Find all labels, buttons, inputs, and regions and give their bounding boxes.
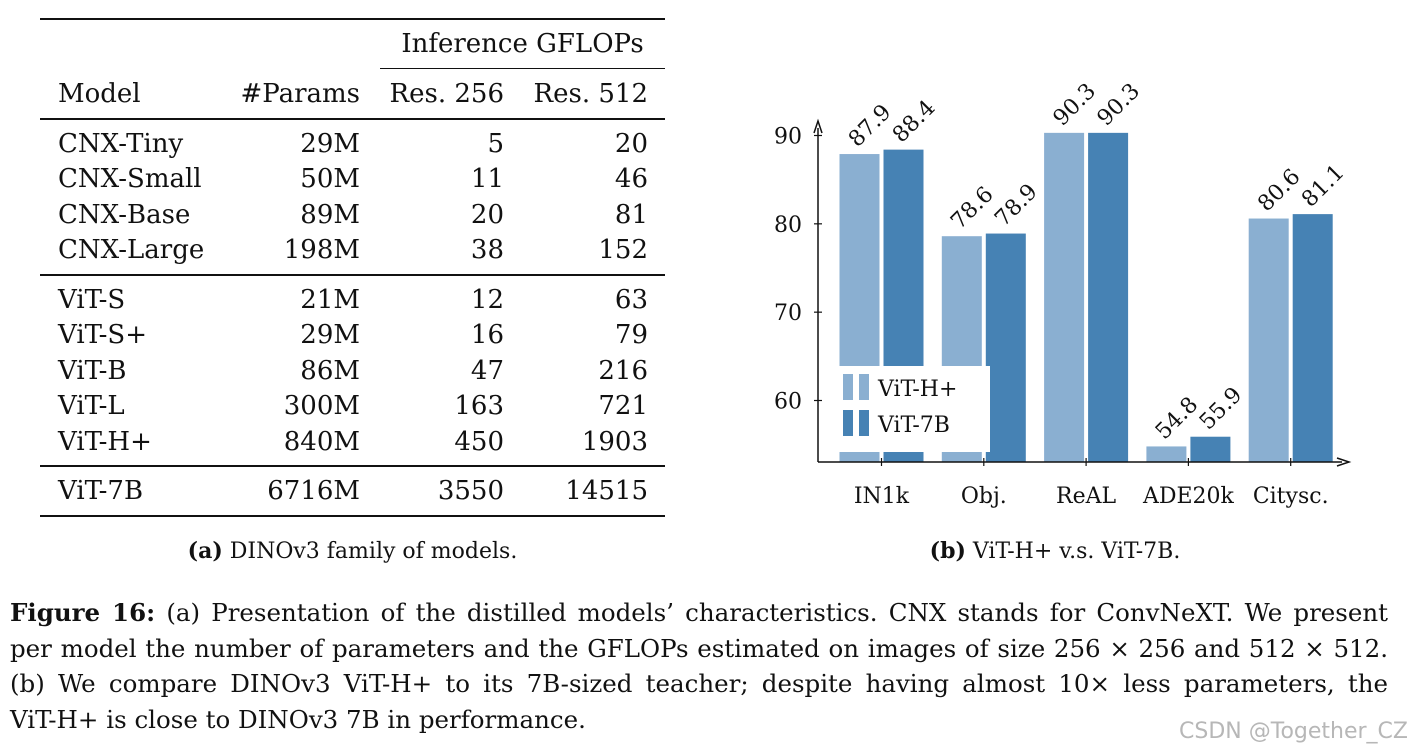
model-name-cell: ViT-S+ (58, 320, 148, 351)
table-bottom-rule (40, 515, 665, 517)
bar-value-label: 78.9 (990, 179, 1042, 231)
header-params: #Params (240, 79, 360, 109)
header-res512: Res. 512 (533, 79, 648, 109)
table-cell: 163 (454, 391, 504, 422)
header-res256: Res. 256 (389, 79, 504, 109)
table-section-rule (40, 274, 665, 276)
y-tick-label: 90 (774, 125, 802, 150)
x-tick-label: IN1k (854, 484, 910, 509)
table-header-rule (40, 118, 665, 120)
bar-value-label: 55.9 (1195, 383, 1247, 435)
table-cell: 38 (470, 235, 504, 266)
table-cell: 29M (300, 129, 360, 159)
model-name-cell: CNX-Small (58, 164, 202, 195)
table-cell: 21M (300, 285, 360, 315)
table-cell: 47 (470, 355, 504, 386)
table-cell: 840M (283, 426, 360, 457)
table-cell: 89M (300, 199, 360, 230)
model-name-cell: ViT-S (58, 285, 126, 315)
table-cell: 50M (300, 164, 360, 195)
bar-chart: 60 70 80 90 87.988.4 IN1k 78.678.9 Obj. 90.390.3… (774, 79, 1352, 509)
bar-value-label: 80.6 (1253, 164, 1305, 216)
legend-swatch (859, 374, 869, 400)
table-cell: 20 (470, 199, 504, 230)
y-tick-label: 70 (774, 301, 802, 326)
table-cell: 12 (470, 285, 504, 315)
figure-caption: Figure 16: (a) Presentation of the disti… (10, 595, 1388, 737)
table-cell: 450 (454, 426, 504, 457)
bar (985, 233, 1026, 462)
table-cell: 63 (614, 285, 648, 315)
bar (1248, 218, 1289, 462)
table-cell: 3550 (437, 476, 504, 506)
table-cell: 6716M (267, 476, 360, 506)
model-name-cell: CNX-Tiny (58, 129, 184, 159)
subcaption-a: (a) DINOv3 family of models. (40, 538, 665, 565)
bar (1292, 214, 1333, 462)
model-name-cell: CNX-Large (58, 235, 205, 266)
y-tick-label: 80 (774, 213, 802, 238)
table-cell: 300M (283, 391, 360, 422)
table-cell: 11 (470, 164, 504, 195)
bar (1044, 132, 1085, 462)
model-name-cell: ViT-H+ (58, 426, 152, 457)
table-cell: 86M (300, 355, 360, 386)
figure-caption-label: Figure 16: (10, 598, 156, 627)
bar-value-label: 78.6 (946, 182, 998, 234)
x-tick-label: ReAL (1056, 484, 1116, 509)
table-cell: 20 (614, 129, 648, 159)
figure-caption-line-3: (b) We compare DINOv3 ViT-H+ to its 7B-s… (10, 669, 1388, 698)
subcaption-a-label: (a) (187, 538, 223, 564)
table-cell: 79 (614, 320, 648, 351)
figure-caption-line-1: Figure 16: (a) Presentation of the disti… (10, 598, 1388, 627)
bar-value-label: 87.9 (844, 100, 896, 152)
x-tick-label: ADE20k (1142, 484, 1235, 509)
bar (1146, 446, 1187, 462)
subcaption-b: (b) ViT-H+ v.s. ViT-7B. (850, 538, 1260, 565)
legend-swatch (843, 374, 853, 400)
legend-label: ViT-7B (877, 413, 950, 438)
table-cell: 81 (614, 199, 648, 230)
bar-value-label: 90.3 (1049, 79, 1101, 131)
table-cell: 14515 (565, 476, 648, 506)
legend-swatch (843, 410, 853, 436)
x-tick-label: Obj. (961, 484, 1007, 509)
table-cell: 5 (487, 129, 504, 159)
table-top-rule (40, 18, 665, 20)
model-name-cell: ViT-L (58, 391, 125, 422)
subcaption-b-text: ViT-H+ v.s. ViT-7B. (972, 539, 1181, 564)
bar (1190, 436, 1231, 462)
table-cell: 1903 (581, 426, 648, 457)
x-tick-label: Citysc. (1253, 484, 1329, 509)
subcaption-b-label: (b) (929, 538, 966, 564)
watermark: CSDN @Together_CZ (1179, 719, 1408, 744)
x-axis-arrow (1336, 457, 1352, 467)
legend-label: ViT-H+ (877, 377, 957, 402)
bar (1088, 132, 1129, 462)
legend-swatch (859, 410, 869, 436)
header-model: Model (58, 79, 141, 109)
figure-caption-line-2: per model the number of parameters and t… (10, 633, 1388, 663)
table-cell: 152 (598, 235, 648, 266)
figure-caption-line-4: ViT-H+ is close to DINOv3 7B in performa… (10, 704, 586, 734)
table-cell: 198M (283, 235, 360, 266)
bar-value-label: 88.4 (888, 96, 940, 148)
table-group-rule (380, 68, 665, 70)
y-tick-label: 60 (774, 390, 802, 415)
table-cell: 46 (614, 164, 648, 195)
subcaption-a-text: DINOv3 family of models. (229, 539, 518, 564)
model-name-cell: CNX-Base (58, 199, 191, 230)
y-axis-arrow (813, 118, 823, 134)
model-name-cell: ViT-B (58, 355, 127, 386)
bar-value-label: 90.3 (1093, 79, 1145, 131)
bar-value-label: 81.1 (1297, 160, 1349, 212)
table-section-rule (40, 465, 665, 467)
model-name-cell: ViT-7B (58, 476, 144, 506)
table-group-header: Inference GFLOPs (401, 29, 644, 59)
table-cell: 721 (598, 391, 648, 422)
table-cell: 16 (470, 320, 504, 351)
table-cell: 29M (300, 320, 360, 351)
table-cell: 216 (598, 355, 648, 386)
